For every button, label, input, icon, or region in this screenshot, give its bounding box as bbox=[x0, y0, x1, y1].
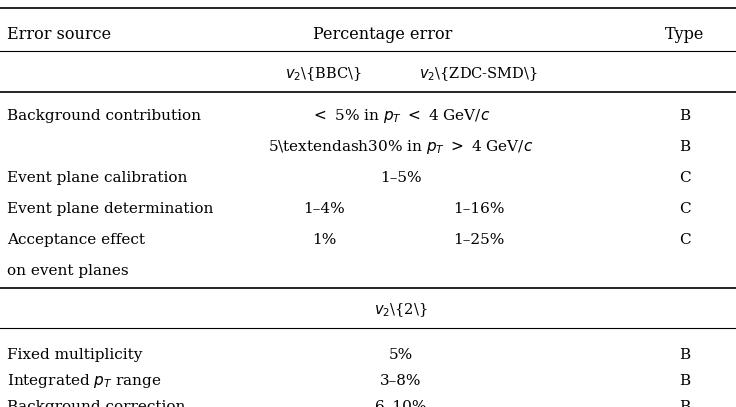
Text: on event planes: on event planes bbox=[7, 264, 129, 278]
Text: Type: Type bbox=[665, 26, 704, 43]
Text: 3–8%: 3–8% bbox=[381, 374, 422, 388]
Text: $<$ 5% in $p_T$ $<$ 4 GeV/$c$: $<$ 5% in $p_T$ $<$ 4 GeV/$c$ bbox=[311, 107, 491, 125]
Text: Acceptance effect: Acceptance effect bbox=[7, 233, 146, 247]
Text: 6–10%: 6–10% bbox=[375, 400, 427, 407]
Text: 1–5%: 1–5% bbox=[381, 171, 422, 185]
Text: 1–16%: 1–16% bbox=[453, 202, 504, 216]
Text: B: B bbox=[679, 140, 690, 154]
Text: Background correction: Background correction bbox=[7, 400, 185, 407]
Text: Percentage error: Percentage error bbox=[313, 26, 453, 43]
Text: 1–25%: 1–25% bbox=[453, 233, 504, 247]
Text: 1–4%: 1–4% bbox=[303, 202, 344, 216]
Text: Event plane calibration: Event plane calibration bbox=[7, 171, 188, 185]
Text: B: B bbox=[679, 400, 690, 407]
Text: Error source: Error source bbox=[7, 26, 111, 43]
Text: 1%: 1% bbox=[311, 233, 336, 247]
Text: $v_2$\{ZDC-SMD\}: $v_2$\{ZDC-SMD\} bbox=[419, 65, 538, 83]
Text: B: B bbox=[679, 109, 690, 123]
Text: $v_2$\{2\}: $v_2$\{2\} bbox=[375, 301, 428, 319]
Text: 5%: 5% bbox=[389, 348, 413, 361]
Text: Fixed multiplicity: Fixed multiplicity bbox=[7, 348, 143, 361]
Text: C: C bbox=[679, 171, 690, 185]
Text: B: B bbox=[679, 348, 690, 361]
Text: 5\textendash30% in $p_T$ $>$ 4 GeV/$c$: 5\textendash30% in $p_T$ $>$ 4 GeV/$c$ bbox=[269, 138, 534, 156]
Text: B: B bbox=[679, 374, 690, 388]
Text: Integrated $p_T$ range: Integrated $p_T$ range bbox=[7, 372, 162, 390]
Text: C: C bbox=[679, 202, 690, 216]
Text: $v_2$\{BBC\}: $v_2$\{BBC\} bbox=[286, 65, 362, 83]
Text: Background contribution: Background contribution bbox=[7, 109, 202, 123]
Text: Event plane determination: Event plane determination bbox=[7, 202, 213, 216]
Text: C: C bbox=[679, 233, 690, 247]
